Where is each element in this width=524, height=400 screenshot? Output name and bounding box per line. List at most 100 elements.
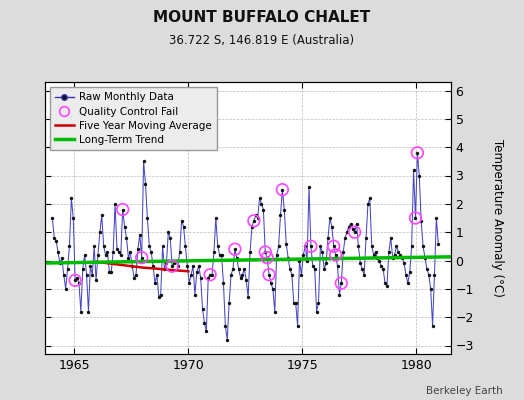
- Point: [364, 201, 372, 207]
- Point: [194, 263, 203, 269]
- Point: [227, 272, 235, 278]
- Point: [155, 294, 163, 300]
- Point: [121, 223, 129, 230]
- Point: [219, 280, 227, 286]
- Point: [69, 215, 78, 221]
- Point: [105, 269, 114, 275]
- Point: [343, 229, 351, 235]
- Point: [270, 308, 279, 315]
- Point: [322, 260, 330, 266]
- Point: [132, 272, 140, 278]
- Point: [101, 252, 110, 258]
- Point: [50, 235, 59, 241]
- Point: [429, 322, 437, 329]
- Point: [373, 254, 381, 261]
- Point: [337, 280, 345, 286]
- Point: [278, 186, 287, 193]
- Point: [231, 246, 239, 252]
- Point: [383, 283, 391, 289]
- Point: [318, 249, 326, 255]
- Point: [278, 186, 287, 193]
- Point: [409, 167, 418, 173]
- Point: [269, 286, 277, 292]
- Point: [388, 254, 397, 261]
- Point: [113, 246, 121, 252]
- Point: [84, 308, 93, 315]
- Point: [240, 266, 248, 272]
- Point: [316, 243, 324, 250]
- Point: [379, 266, 387, 272]
- Point: [128, 263, 136, 269]
- Point: [88, 272, 96, 278]
- Point: [252, 212, 260, 218]
- Point: [90, 243, 99, 250]
- Point: [309, 263, 317, 269]
- Point: [79, 266, 87, 272]
- Point: [61, 286, 70, 292]
- Point: [301, 243, 309, 250]
- Point: [356, 260, 365, 266]
- Point: [164, 229, 172, 235]
- Point: [168, 263, 176, 269]
- Point: [141, 181, 150, 187]
- Point: [238, 272, 247, 278]
- Point: [71, 277, 79, 284]
- Text: Berkeley Earth: Berkeley Earth: [427, 386, 503, 396]
- Point: [385, 249, 393, 255]
- Point: [71, 277, 79, 284]
- Point: [242, 277, 250, 284]
- Point: [199, 306, 207, 312]
- Point: [111, 201, 119, 207]
- Point: [265, 272, 274, 278]
- Point: [137, 254, 146, 261]
- Point: [217, 252, 226, 258]
- Point: [60, 272, 68, 278]
- Point: [86, 263, 94, 269]
- Point: [362, 235, 370, 241]
- Y-axis label: Temperature Anomaly (°C): Temperature Anomaly (°C): [490, 139, 504, 297]
- Point: [233, 254, 241, 261]
- Point: [181, 243, 190, 250]
- Point: [280, 206, 289, 213]
- Point: [162, 260, 171, 266]
- Point: [400, 260, 408, 266]
- Point: [320, 266, 329, 272]
- Point: [406, 269, 414, 275]
- Point: [206, 272, 214, 278]
- Point: [272, 252, 281, 258]
- Point: [202, 328, 211, 334]
- Point: [345, 223, 353, 230]
- Point: [372, 249, 380, 255]
- Point: [255, 195, 264, 201]
- Point: [398, 254, 406, 261]
- Point: [187, 272, 195, 278]
- Point: [377, 263, 386, 269]
- Point: [82, 272, 91, 278]
- Point: [137, 254, 146, 261]
- Point: [178, 218, 186, 224]
- Point: [307, 243, 315, 250]
- Point: [58, 254, 66, 261]
- Text: MOUNT BUFFALO CHALET: MOUNT BUFFALO CHALET: [154, 10, 370, 25]
- Point: [117, 252, 125, 258]
- Point: [206, 272, 214, 278]
- Point: [348, 226, 357, 232]
- Point: [427, 286, 435, 292]
- Point: [305, 184, 313, 190]
- Point: [263, 254, 271, 261]
- Point: [333, 263, 342, 269]
- Point: [248, 223, 256, 230]
- Point: [193, 269, 201, 275]
- Point: [352, 220, 361, 227]
- Point: [275, 243, 283, 250]
- Point: [122, 235, 130, 241]
- Point: [276, 212, 285, 218]
- Point: [367, 243, 376, 250]
- Point: [236, 274, 245, 281]
- Point: [223, 337, 232, 343]
- Point: [225, 300, 233, 306]
- Point: [130, 274, 138, 281]
- Point: [115, 249, 123, 255]
- Point: [170, 260, 178, 266]
- Point: [73, 274, 81, 281]
